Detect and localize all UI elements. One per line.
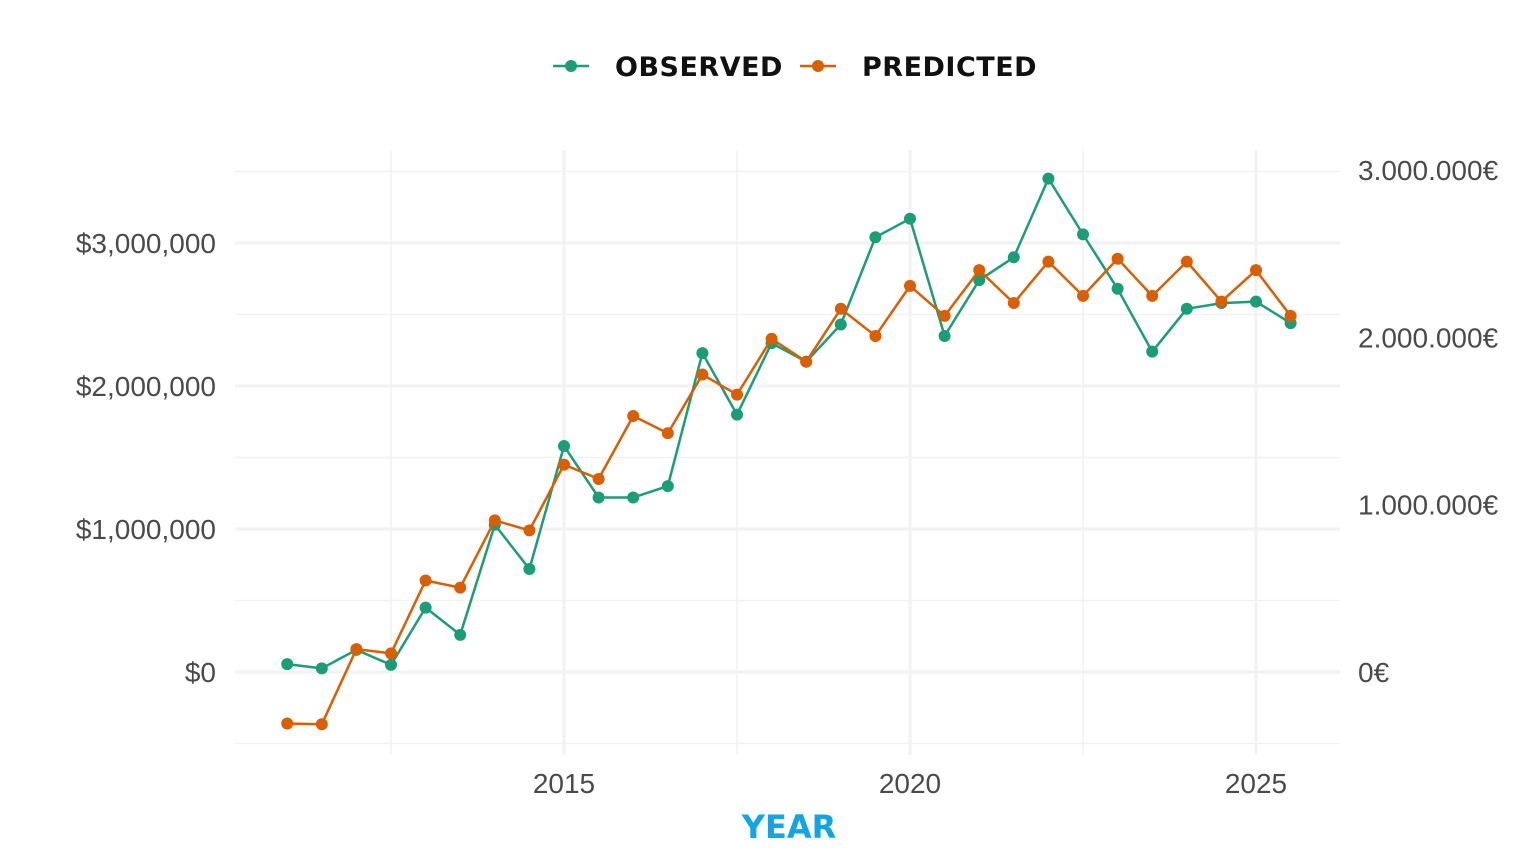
y2-tick-label: 3.000.000€ [1358,155,1499,186]
data-point-observed [454,628,467,641]
y-tick-label: $1,000,000 [76,514,216,545]
data-point-observed [1077,228,1089,241]
data-point-predicted [938,309,951,322]
x-tick-label: 2020 [879,768,941,799]
data-point-predicted [800,355,813,368]
series-predicted [281,252,1297,731]
data-point-observed [1180,302,1193,315]
y-tick-label: $0 [185,657,216,688]
data-point-observed [1042,172,1055,185]
data-point-observed [696,347,709,360]
data-point-observed [281,658,294,671]
data-point-observed [592,491,605,504]
data-point-predicted [869,329,882,342]
data-point-observed [1146,345,1159,358]
data-point-observed [661,480,674,493]
gridlines [235,150,1340,755]
data-point-predicted [834,302,847,315]
data-point-predicted [1180,255,1193,268]
data-point-predicted [592,472,605,485]
data-point-observed [627,491,640,504]
data-point-observed [1250,295,1262,308]
data-point-predicted [696,368,709,381]
data-point-predicted [1250,264,1262,277]
data-point-observed [869,231,882,244]
data-point-predicted [281,717,294,730]
series-layer [281,172,1297,731]
data-point-predicted [731,388,743,401]
data-point-observed [973,274,986,287]
data-point-predicted [523,524,536,537]
data-point-predicted [315,718,328,731]
data-point-observed [731,408,743,421]
legend-marker-observed [565,60,577,72]
legend-label-predicted: PREDICTED [862,52,1037,83]
data-point-predicted [1042,255,1055,268]
data-point-predicted [1111,252,1124,265]
x-axis: 2015 2020 2025 [533,768,1287,799]
data-point-observed [1007,251,1020,264]
data-point-observed [315,662,328,675]
data-point-predicted [385,647,397,660]
data-point-predicted [904,279,916,292]
legend-marker-predicted [812,60,824,72]
y-axis-right: 0€ 1.000.000€ 2.000.000€ 3.000.000€ [1358,155,1499,688]
y-axis-left: $0 $1,000,000 $2,000,000 $3,000,000 [76,228,216,688]
data-point-predicted [454,581,467,594]
x-tick-label: 2015 [533,768,595,799]
data-point-predicted [558,458,570,471]
data-point-predicted [661,427,674,440]
data-point-predicted [1007,297,1020,310]
data-point-observed [419,601,432,614]
data-point-predicted [627,410,640,423]
x-axis-title: YEAR [741,808,836,846]
data-point-predicted [973,264,986,277]
data-point-predicted [488,514,501,527]
data-point-predicted [1284,309,1297,322]
data-point-predicted [350,643,363,656]
y2-tick-label: 0€ [1358,657,1390,688]
data-point-observed [1111,282,1124,295]
data-point-predicted [765,332,778,345]
data-point-observed [385,658,397,671]
y-tick-label: $3,000,000 [76,228,216,259]
data-point-predicted [419,574,432,587]
legend: OBSERVED PREDICTED [553,52,1037,83]
data-point-observed [938,329,951,342]
data-point-predicted [1077,289,1089,302]
series-line-observed [287,177,1292,670]
y2-tick-label: 2.000.000€ [1358,322,1499,353]
series-observed [281,172,1297,675]
data-point-observed [904,212,916,225]
data-point-observed [523,563,536,576]
data-point-observed [834,318,847,331]
x-tick-label: 2025 [1225,768,1287,799]
y-tick-label: $2,000,000 [76,371,216,402]
legend-label-observed: OBSERVED [615,52,783,83]
data-point-predicted [1146,289,1159,302]
y2-tick-label: 1.000.000€ [1358,490,1499,521]
data-point-observed [558,440,570,453]
data-point-predicted [1215,295,1228,308]
